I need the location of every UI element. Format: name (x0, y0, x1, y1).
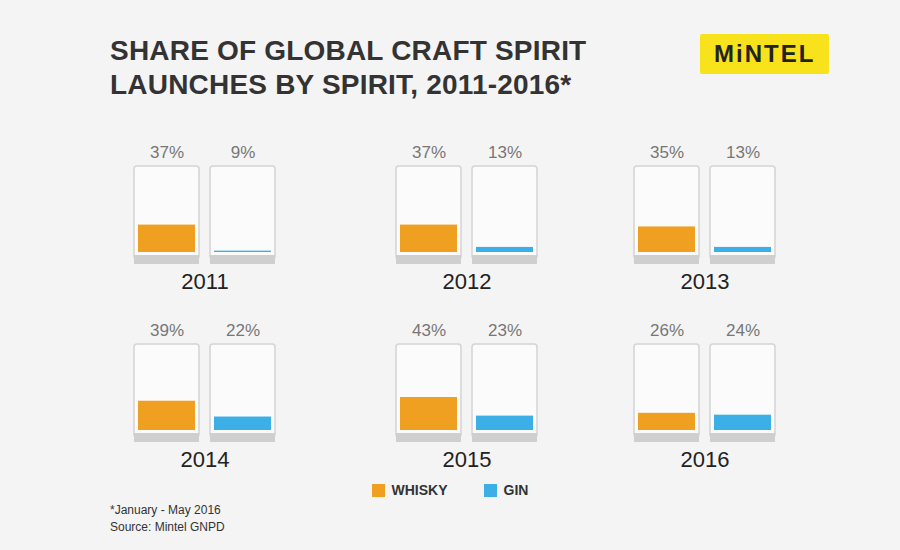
svg-text:26%: 26% (650, 321, 684, 340)
html-text:2013: 2013 (680, 269, 730, 294)
svg-text:37%: 37% (150, 143, 184, 162)
html-text:Source: Mintel GNPD: Source: Mintel GNPD (110, 520, 225, 534)
html-text:*January - May 2016: *January - May 2016 (110, 503, 221, 517)
html-text:GIN: GIN (503, 482, 529, 498)
html-text:WHISKY: WHISKY (391, 482, 448, 498)
html-text:2016: 2016 (680, 447, 730, 472)
html-text:2014: 2014 (180, 447, 230, 472)
svg-text:23%: 23% (488, 321, 522, 340)
svg-text:39%: 39% (150, 321, 184, 340)
svg-text:13%: 13% (488, 143, 522, 162)
svg-text:22%: 22% (226, 321, 260, 340)
html-text:2015: 2015 (442, 447, 492, 472)
html-text:MiNTEL: MiNTEL (714, 40, 816, 67)
svg-text:13%: 13% (726, 143, 760, 162)
html-text:SHARE OF GLOBAL CRAFT SPIRIT L: SHARE OF GLOBAL CRAFT SPIRIT LAUNCHES BY… (110, 35, 587, 100)
svg-text:43%: 43% (412, 321, 446, 340)
svg-text:9%: 9% (231, 143, 256, 162)
html-text:2011: 2011 (181, 269, 229, 294)
svg-text:35%: 35% (650, 143, 684, 162)
svg-text:24%: 24% (726, 321, 760, 340)
svg-text:37%: 37% (412, 143, 446, 162)
html-text:2012: 2012 (442, 269, 492, 294)
